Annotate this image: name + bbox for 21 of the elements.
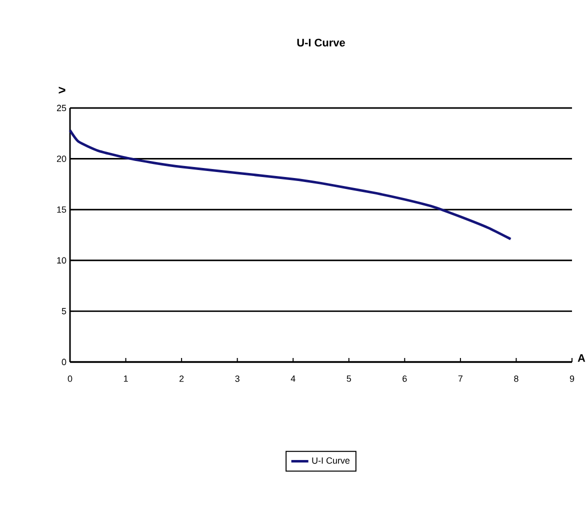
x-tick-label: 9 xyxy=(570,376,574,382)
y-tick-label: 5 xyxy=(62,308,66,314)
y-tick-label: 10 xyxy=(57,257,66,264)
x-tick-label: 5 xyxy=(346,376,352,382)
x-tick-label: 2 xyxy=(180,376,184,382)
x-tick-label: 3 xyxy=(235,376,240,382)
x-tick-label: 7 xyxy=(458,376,462,382)
x-tick-label: 0 xyxy=(68,376,72,382)
x-axis-title: A xyxy=(578,354,586,362)
y-tick-label: 20 xyxy=(56,156,66,162)
legend-label: U-I Curve xyxy=(312,457,350,464)
x-tick-label: 4 xyxy=(290,376,296,382)
y-tick-label: 0 xyxy=(62,358,66,366)
y-axis-title: > xyxy=(58,86,66,94)
chart-title: U-I Curve xyxy=(297,38,345,46)
x-tick-label: 6 xyxy=(402,376,407,382)
x-tick-label: 8 xyxy=(514,376,518,382)
y-tick-label: 25 xyxy=(56,104,66,112)
line-series xyxy=(68,129,512,240)
x-tick-label: 1 xyxy=(124,376,128,382)
y-tick-label: 15 xyxy=(57,206,66,213)
